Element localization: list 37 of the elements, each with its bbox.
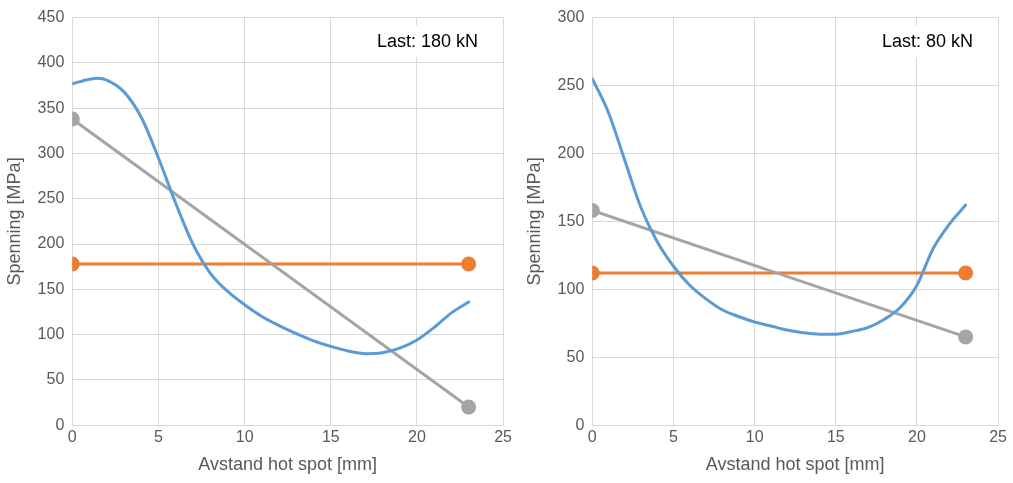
- y-tick-label: 400: [37, 53, 65, 71]
- annotation: Last: 80 kN: [882, 30, 974, 51]
- y-tick-label: 250: [37, 189, 65, 207]
- y-tick-label: 100: [557, 279, 585, 297]
- y-axis-title: Spenning [MPa]: [3, 157, 24, 286]
- y-tick-label: 150: [557, 211, 585, 229]
- x-tick-label: 5: [154, 428, 163, 446]
- x-axis-title: Avstand hot spot [mm]: [705, 454, 885, 475]
- x-tick-label: 20: [408, 428, 426, 446]
- line-series: [592, 77, 968, 336]
- x-tick-label: 0: [67, 428, 77, 446]
- y-tick-label: 250: [557, 75, 585, 93]
- line-series: [72, 76, 471, 356]
- y-tick-label: 200: [37, 234, 65, 252]
- x-axis-title: Avstand hot spot [mm]: [198, 454, 378, 475]
- y-axis-title: Spenning [MPa]: [523, 157, 544, 286]
- x-tick-label: 25: [494, 428, 513, 446]
- x-tick-label: 5: [669, 428, 678, 446]
- annotation: Last: 180 kN: [377, 30, 479, 51]
- x-tick-label: 15: [321, 428, 340, 446]
- y-tick-label: 0: [55, 415, 65, 433]
- y-tick-label: 50: [566, 347, 585, 365]
- x-tick-label: 20: [908, 428, 926, 446]
- y-tick-label: 450: [37, 8, 65, 26]
- x-tick-label: 10: [745, 428, 764, 446]
- y-tick-label: 0: [575, 415, 585, 433]
- x-tick-label: 25: [989, 428, 1008, 446]
- y-tick-label: 100: [37, 325, 65, 343]
- y-tick-label: 50: [46, 370, 65, 388]
- y-tick-label: 150: [37, 279, 65, 297]
- y-tick-label: 200: [557, 143, 585, 161]
- y-tick-label: 300: [557, 8, 585, 26]
- y-tick-label: 300: [37, 143, 65, 161]
- y-tick-label: 350: [37, 98, 65, 116]
- x-tick-label: 10: [235, 428, 254, 446]
- x-tick-label: 0: [587, 428, 597, 446]
- x-tick-label: 15: [826, 428, 845, 446]
